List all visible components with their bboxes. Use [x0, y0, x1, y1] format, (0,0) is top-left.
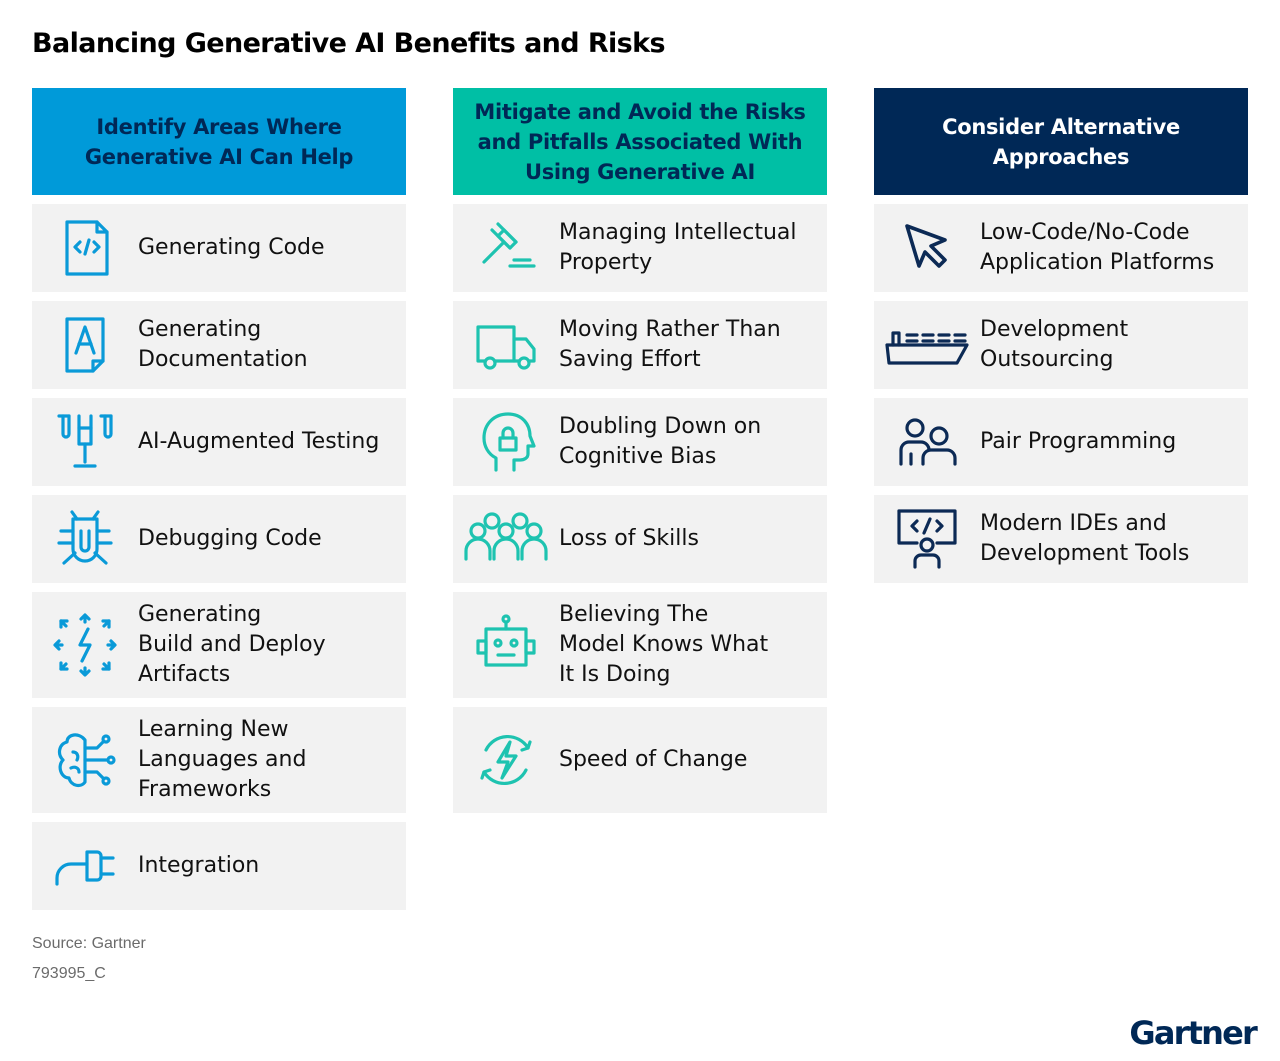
column-header: Consider Alternative Approaches [874, 88, 1248, 195]
item-label: Generating Build and Deploy Artifacts [138, 602, 326, 687]
list-item-generating-code: Generating Code [32, 204, 406, 292]
list-item-speed-of-change: Speed of Change [453, 707, 827, 813]
column-header: Identify Areas Where Generative AI Can H… [32, 88, 406, 195]
list-item-generating-documentation: Generating Documentation [32, 301, 406, 389]
list-item-ai-augmented-testing: AI-Augmented Testing [32, 398, 406, 486]
deploy-arrows-icon [53, 613, 117, 677]
item-label: Debugging Code [138, 526, 322, 551]
item-label: Pair Programming [980, 429, 1177, 454]
item-label: Low-Code/No-Code Application Platforms [980, 220, 1215, 275]
item-label: Doubling Down on Cognitive Bias [559, 414, 762, 469]
ide-presenter-icon [897, 509, 957, 569]
list-item-moving-effort: Moving Rather Than Saving Effort [453, 301, 827, 389]
document-code: 793995_C [32, 965, 106, 982]
gavel-icon [482, 222, 536, 268]
cursor-icon [905, 224, 947, 268]
list-item-low-code: Low-Code/No-Code Application Platforms [874, 204, 1248, 292]
list-item-outsourcing: Development Outsourcing [874, 301, 1248, 389]
item-label: Generating Code [138, 235, 325, 260]
code-document-icon [65, 220, 109, 276]
brain-circuit-icon [57, 733, 116, 788]
people-group-icon [464, 512, 548, 561]
pair-people-icon [899, 418, 957, 466]
item-label: Moving Rather Than Saving Effort [559, 317, 781, 372]
item-label: Loss of Skills [559, 526, 699, 551]
item-label: Modern IDEs and Development Tools [980, 511, 1190, 566]
list-item-intellectual-property: Managing Intellectual Property [453, 204, 827, 292]
ship-icon [885, 331, 969, 365]
item-label: Speed of Change [559, 747, 748, 772]
column-benefits: Identify Areas Where Generative AI Can H… [32, 88, 406, 910]
list-item-modern-ides: Modern IDEs and Development Tools [874, 495, 1248, 583]
test-tubes-icon [57, 414, 113, 468]
list-item-learning-languages: Learning New Languages and Frameworks [32, 707, 406, 813]
item-label: Believing The Model Knows What It Is Doi… [559, 602, 769, 687]
list-item-loss-of-skills: Loss of Skills [453, 495, 827, 583]
column-risks: Mitigate and Avoid the Risks and Pitfall… [453, 88, 827, 813]
item-label: Integration [138, 853, 260, 878]
item-label: Learning New Languages and Frameworks [138, 717, 307, 802]
lightning-cycle-icon [480, 734, 532, 786]
list-item-model-knows: Believing The Model Knows What It Is Doi… [453, 592, 827, 698]
text-document-icon [65, 317, 105, 373]
list-item-debugging-code: Debugging Code [32, 495, 406, 583]
item-label: Generating Documentation [138, 317, 308, 372]
plug-icon [55, 850, 115, 886]
list-item-pair-programming: Pair Programming [874, 398, 1248, 486]
source-note: Source: Gartner [32, 935, 146, 952]
gartner-logo: Gartner [1129, 1014, 1257, 1052]
page-title: Balancing Generative AI Benefits and Ris… [32, 28, 666, 59]
list-item-build-deploy: Generating Build and Deploy Artifacts [32, 592, 406, 698]
column-header: Mitigate and Avoid the Risks and Pitfall… [453, 88, 827, 195]
robot-icon [476, 614, 536, 667]
head-lock-icon [482, 412, 536, 472]
item-label: Managing Intellectual Property [559, 220, 797, 275]
item-label: AI-Augmented Testing [138, 429, 380, 454]
column-alternatives: Consider Alternative Approaches Low-Code… [874, 88, 1248, 583]
bug-icon [57, 510, 113, 565]
item-label: Development Outsourcing [980, 317, 1129, 372]
truck-icon [476, 325, 536, 370]
list-item-cognitive-bias: Doubling Down on Cognitive Bias [453, 398, 827, 486]
list-item-integration: Integration [32, 822, 406, 910]
